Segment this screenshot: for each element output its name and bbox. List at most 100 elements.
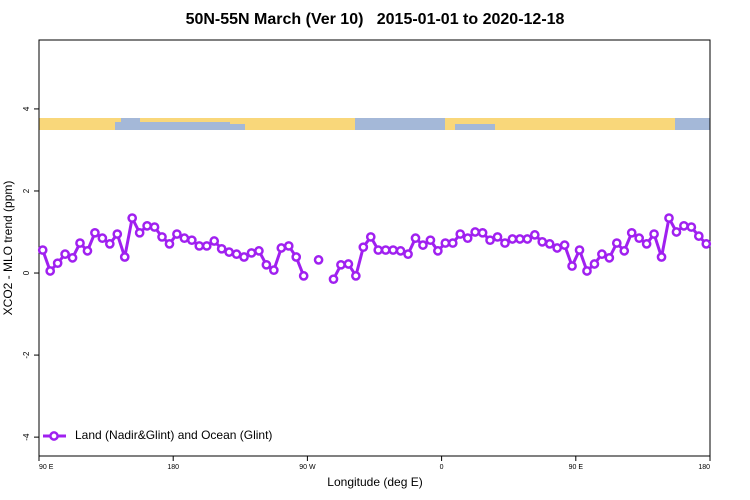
data-point bbox=[269, 265, 279, 276]
data-point bbox=[291, 252, 302, 262]
data-point bbox=[239, 252, 249, 262]
data-point bbox=[418, 240, 428, 250]
y-tick-label: 4 bbox=[22, 106, 31, 111]
data-point bbox=[574, 245, 585, 255]
land-ocean-band bbox=[39, 118, 710, 130]
y-tick-label: -4 bbox=[22, 433, 31, 441]
data-point bbox=[164, 239, 175, 249]
data-point bbox=[380, 245, 391, 255]
data-point bbox=[582, 266, 592, 276]
data-point bbox=[186, 235, 197, 246]
data-point bbox=[134, 227, 145, 238]
x-tick-label: 180 bbox=[167, 464, 179, 471]
x-axis-label: Longitude (deg E) bbox=[327, 475, 422, 489]
data-point bbox=[52, 258, 63, 269]
data-point bbox=[641, 239, 652, 249]
data-point bbox=[537, 236, 548, 247]
data-point bbox=[157, 232, 167, 242]
data-point bbox=[485, 235, 495, 246]
x-tick-label: 90 W bbox=[299, 464, 316, 471]
y-tick-label: 2 bbox=[22, 188, 31, 193]
data-point bbox=[589, 259, 600, 269]
data-point bbox=[604, 252, 615, 263]
data-point bbox=[507, 234, 518, 244]
data-point bbox=[75, 238, 85, 248]
data-point bbox=[142, 220, 152, 231]
data-point bbox=[529, 230, 540, 240]
data-point bbox=[373, 245, 384, 255]
data-point bbox=[433, 246, 443, 256]
data-point bbox=[515, 234, 525, 244]
data-point bbox=[403, 249, 413, 260]
data-point bbox=[567, 261, 577, 271]
data-point bbox=[559, 240, 570, 250]
y-tick-label: 0 bbox=[22, 270, 31, 275]
data-point bbox=[343, 259, 354, 269]
data-point bbox=[90, 227, 100, 238]
data-point bbox=[231, 249, 242, 260]
data-point bbox=[127, 213, 138, 223]
data-point bbox=[552, 243, 563, 253]
data-point bbox=[261, 259, 272, 270]
data-point bbox=[45, 266, 56, 276]
data-point bbox=[611, 238, 622, 248]
data-point bbox=[82, 246, 93, 256]
data-point bbox=[701, 239, 712, 249]
legend-marker bbox=[49, 431, 59, 441]
data-point bbox=[410, 233, 421, 244]
data-point bbox=[149, 222, 160, 232]
data-point bbox=[358, 242, 369, 253]
chart-title: 50N-55N March (Ver 10) 2015-01-01 to 202… bbox=[186, 11, 565, 28]
data-point bbox=[104, 239, 115, 249]
y-axis-label: XCO2 - MLO trend (ppm) bbox=[1, 181, 15, 316]
data-point bbox=[119, 252, 130, 262]
data-point bbox=[447, 238, 458, 248]
data-point bbox=[216, 243, 227, 254]
data-point bbox=[67, 252, 78, 263]
data-point bbox=[336, 259, 346, 270]
x-tick-label: 90 E bbox=[39, 464, 54, 471]
data-point bbox=[656, 252, 667, 262]
data-point bbox=[455, 229, 466, 239]
data-point bbox=[440, 238, 451, 248]
data-point bbox=[470, 227, 480, 237]
data-point bbox=[425, 235, 436, 246]
data-point bbox=[112, 229, 123, 239]
data-point bbox=[276, 243, 287, 253]
data-point bbox=[693, 231, 704, 241]
x-tick-label: 0 bbox=[440, 464, 444, 471]
data-point bbox=[37, 245, 48, 255]
data-point bbox=[477, 227, 488, 238]
data-point bbox=[179, 233, 190, 244]
data-point bbox=[597, 249, 607, 260]
data-point bbox=[254, 246, 264, 256]
data-point bbox=[544, 239, 555, 249]
data-point bbox=[649, 229, 659, 239]
data-point bbox=[172, 229, 182, 239]
data-point bbox=[97, 233, 108, 244]
data-point bbox=[224, 247, 234, 257]
data-point bbox=[194, 241, 205, 251]
data-point bbox=[492, 232, 503, 242]
data-point bbox=[686, 222, 697, 232]
data-point bbox=[60, 249, 70, 260]
x-tick-label: 180 bbox=[698, 464, 710, 471]
data-point bbox=[209, 236, 220, 246]
data-point bbox=[313, 255, 324, 265]
data-point bbox=[388, 245, 398, 255]
x-tick-label: 90 E bbox=[569, 464, 584, 471]
data-point bbox=[664, 213, 674, 223]
data-point bbox=[626, 227, 637, 238]
legend-label: Land (Nadir&Glint) and Ocean (Glint) bbox=[75, 428, 272, 442]
data-point bbox=[298, 271, 309, 281]
data-point bbox=[395, 246, 406, 256]
data-point bbox=[201, 241, 212, 251]
data-point bbox=[328, 274, 339, 285]
data-point bbox=[634, 233, 645, 244]
data-point bbox=[365, 232, 376, 242]
data-point bbox=[462, 233, 473, 244]
data-point bbox=[522, 234, 533, 244]
data-point bbox=[619, 246, 630, 256]
y-tick-label: -2 bbox=[22, 351, 31, 359]
